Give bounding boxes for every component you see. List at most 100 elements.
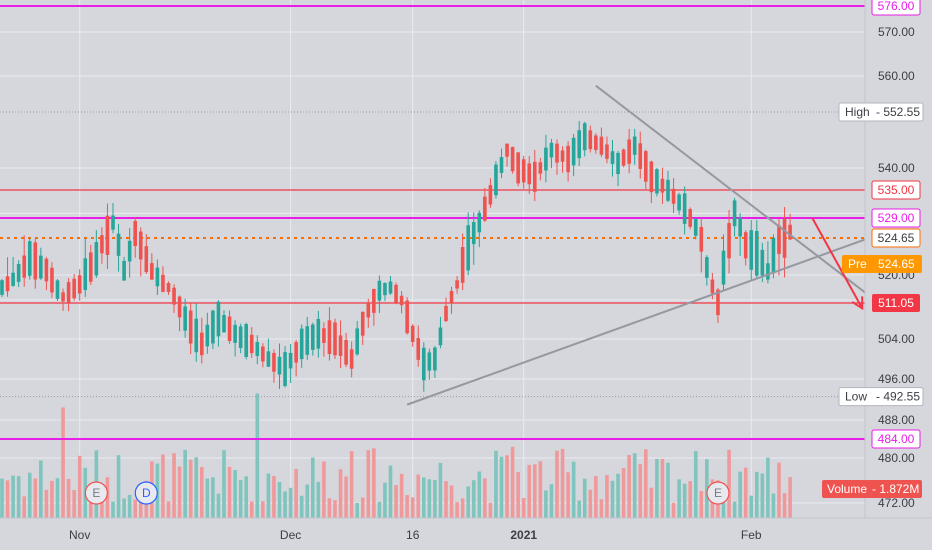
volume-bar (410, 497, 415, 518)
volume-bar (721, 497, 726, 518)
candle-body (777, 225, 781, 254)
event-circle (706, 481, 730, 505)
candle-body (5, 276, 10, 292)
candle-body (449, 290, 454, 303)
ascending-trendline[interactable] (406, 172, 932, 406)
volume-bar (22, 496, 26, 518)
volume-bar (116, 455, 121, 518)
volume-bar (349, 451, 354, 518)
price-tag-prefix: Volume (827, 482, 867, 496)
y-tick-label: 560.00 (878, 69, 915, 83)
y-tick-label: 504.00 (878, 332, 915, 346)
candle-body (533, 161, 537, 192)
candle-body (727, 223, 731, 259)
volume-bar (521, 497, 526, 518)
volume-bar (244, 476, 248, 518)
price-tag-prefix: High (845, 105, 870, 119)
volume-bar (161, 454, 165, 518)
candle-body (771, 237, 776, 273)
volume-bar (322, 461, 326, 518)
candle-body (599, 136, 604, 155)
volume-bar (44, 489, 49, 518)
candle-body (433, 347, 437, 371)
volume-bar (577, 500, 581, 518)
volume-bar (571, 461, 576, 518)
volume-bar (338, 469, 343, 518)
candle-body (566, 145, 570, 173)
candle-body (327, 320, 332, 354)
earnings-event-marker[interactable]: E (84, 481, 108, 505)
candle-body (760, 249, 765, 276)
volume-bar (499, 456, 504, 518)
volume-bar (39, 460, 43, 518)
earnings-event-marker[interactable]: E (706, 481, 730, 505)
volume-bar (105, 477, 110, 518)
volume-bar (422, 477, 426, 518)
event-circle (84, 481, 108, 505)
candle-body (549, 142, 554, 158)
volume-bar (388, 465, 393, 518)
volume-bar (538, 461, 543, 518)
candle-body (100, 235, 104, 254)
candle-body (710, 279, 715, 294)
volume-bar (471, 480, 476, 518)
candle-body (94, 242, 99, 276)
price-tag-value: - 492.55 (876, 390, 920, 404)
volume-bar (427, 479, 432, 518)
volume-bar (288, 487, 293, 518)
candle-body (144, 246, 149, 272)
event-label: E (92, 486, 100, 500)
volume-bar (621, 467, 626, 518)
volume-bar (194, 457, 199, 518)
volume-bar (560, 448, 565, 518)
time-axis: NovDec162021FebMarApr (69, 528, 762, 542)
level-tag-label: 484.00 (878, 432, 915, 446)
volume-bar (599, 499, 604, 518)
candle-body (166, 283, 171, 293)
volume-bar (327, 498, 332, 518)
candle-body (693, 218, 698, 236)
volume-bar (238, 480, 243, 518)
volume-bar (261, 501, 265, 518)
volume-bar (200, 467, 204, 518)
volume-bar (699, 491, 704, 518)
volume-bar (5, 480, 10, 518)
level-tag-label: 511.05 (878, 296, 914, 310)
volume-bar (55, 478, 60, 518)
candle-layer (0, 121, 792, 392)
volume-bar (677, 479, 681, 518)
candle-body (749, 230, 754, 270)
volume-bar (505, 455, 509, 518)
volume-bar (383, 482, 387, 518)
candle-body (77, 275, 82, 294)
candle-body (188, 310, 193, 344)
candle-body (488, 185, 493, 205)
volume-bar (533, 464, 537, 518)
time-axis-panel[interactable] (0, 518, 932, 550)
y-tick-label: 496.00 (878, 372, 915, 386)
level-layer (0, 5, 865, 440)
x-tick-label: Nov (69, 528, 90, 542)
candle-body (521, 159, 526, 183)
volume-bar (444, 481, 448, 518)
volume-bar (510, 446, 515, 518)
dividend-event-marker[interactable]: D (134, 481, 158, 505)
candle-body (200, 332, 204, 356)
candle-body (716, 289, 720, 316)
candle-body (699, 226, 704, 252)
volume-bar (644, 449, 648, 518)
candle-body (105, 215, 110, 255)
volume-bar (771, 493, 776, 518)
candle-body (72, 278, 76, 299)
candle-body (205, 324, 210, 347)
candle-body (211, 310, 215, 344)
volume-bar (266, 473, 271, 518)
candle-body (288, 352, 293, 369)
price-tag-layer: 576.00 535.00 529.00 511.05 484.00 High - 552.… (822, 0, 924, 498)
volume-bar (0, 478, 4, 518)
volume-bar (283, 491, 287, 518)
volume-bar (111, 501, 115, 518)
forecast-arrow-shaft[interactable] (811, 217, 864, 309)
level-tag-label: 535.00 (878, 183, 915, 197)
